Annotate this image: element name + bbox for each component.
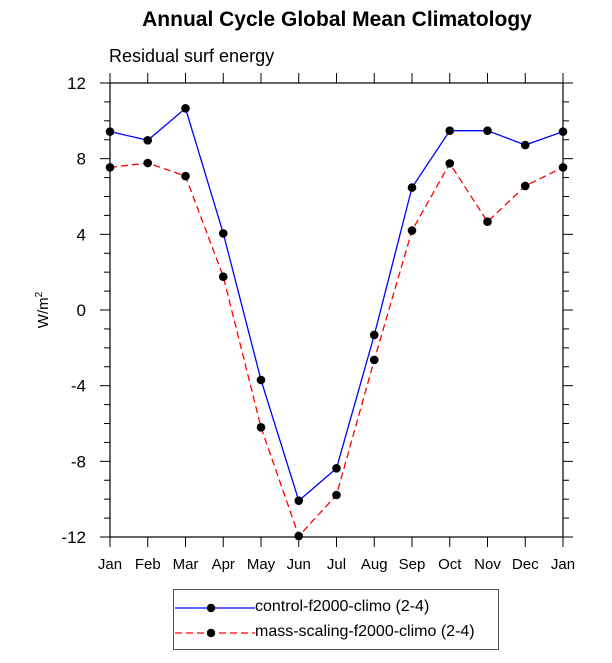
x-tick-label: Oct <box>438 556 462 573</box>
data-point <box>407 226 417 235</box>
data-point <box>558 163 568 172</box>
legend: control-f2000-climo (2-4) mass-scaling-f… <box>173 589 499 650</box>
axes: Jan Feb Mar Apr May Jun Jul Aug Sep Oct Nov Dec Jan-… <box>61 73 575 573</box>
legend-item-control: control-f2000-climo (2-4) <box>174 596 498 620</box>
data-point <box>369 330 379 340</box>
x-tick-label: Jan <box>551 556 575 573</box>
y-axis-label: W/m2 <box>34 291 52 328</box>
series-layer <box>105 104 568 541</box>
data-point <box>369 355 379 365</box>
data-point <box>445 159 455 168</box>
y-axis-label-exponent: 2 <box>34 291 45 297</box>
series-line <box>109 162 564 538</box>
legend-line-solid-icon <box>175 603 255 613</box>
legend-line-dashed-icon <box>175 628 255 638</box>
data-point <box>294 496 304 505</box>
data-point <box>143 158 153 168</box>
y-axis-label-unit: W/m <box>35 297 52 328</box>
data-point <box>520 181 530 191</box>
data-point <box>483 126 492 135</box>
data-point <box>407 183 417 192</box>
data-point <box>332 490 341 500</box>
data-point <box>558 127 568 136</box>
y-tick-label: -12 <box>61 528 86 547</box>
y-tick-label: 12 <box>67 74 86 93</box>
x-tick-label: Jan <box>98 556 122 573</box>
legend-item-mass-scaling: mass-scaling-f2000-climo (2-4) <box>174 621 498 645</box>
x-tick-label: Feb <box>135 556 161 573</box>
x-tick-label: Aug <box>361 556 388 573</box>
y-tick-label: -4 <box>71 377 86 396</box>
chart-title: Annual Cycle Global Mean Climatology <box>142 8 532 31</box>
x-tick-label: Apr <box>212 556 235 573</box>
x-tick-label: Sep <box>399 556 426 573</box>
data-point <box>181 171 190 181</box>
data-point <box>181 104 190 113</box>
legend-label: control-f2000-climo (2-4) <box>255 598 430 615</box>
y-tick-label: -8 <box>71 452 86 471</box>
series-line <box>109 107 564 502</box>
data-point <box>256 422 266 432</box>
data-point <box>520 140 530 150</box>
x-tick-label: Dec <box>512 556 539 573</box>
x-tick-label: Nov <box>474 556 501 573</box>
x-tick-label: Jul <box>327 556 346 573</box>
data-point <box>218 272 228 282</box>
legend-label: mass-scaling-f2000-climo (2-4) <box>255 623 475 640</box>
data-point <box>218 229 228 238</box>
data-point <box>483 217 492 226</box>
series-control <box>105 104 568 505</box>
series-mass-scaling <box>105 158 568 541</box>
data-point <box>105 163 115 172</box>
data-point <box>105 127 115 136</box>
data-point <box>332 464 341 473</box>
x-tick-label: Mar <box>173 556 199 573</box>
y-tick-label: 0 <box>77 301 86 320</box>
x-tick-label: May <box>247 556 276 573</box>
data-point <box>256 375 266 385</box>
x-tick-label: Jun <box>287 556 311 573</box>
y-tick-label: 8 <box>77 150 86 169</box>
data-point <box>294 531 304 541</box>
data-point <box>143 136 153 145</box>
chart-subtitle: Residual surf energy <box>109 46 275 66</box>
y-tick-label: 4 <box>77 225 86 244</box>
data-point <box>445 126 455 135</box>
